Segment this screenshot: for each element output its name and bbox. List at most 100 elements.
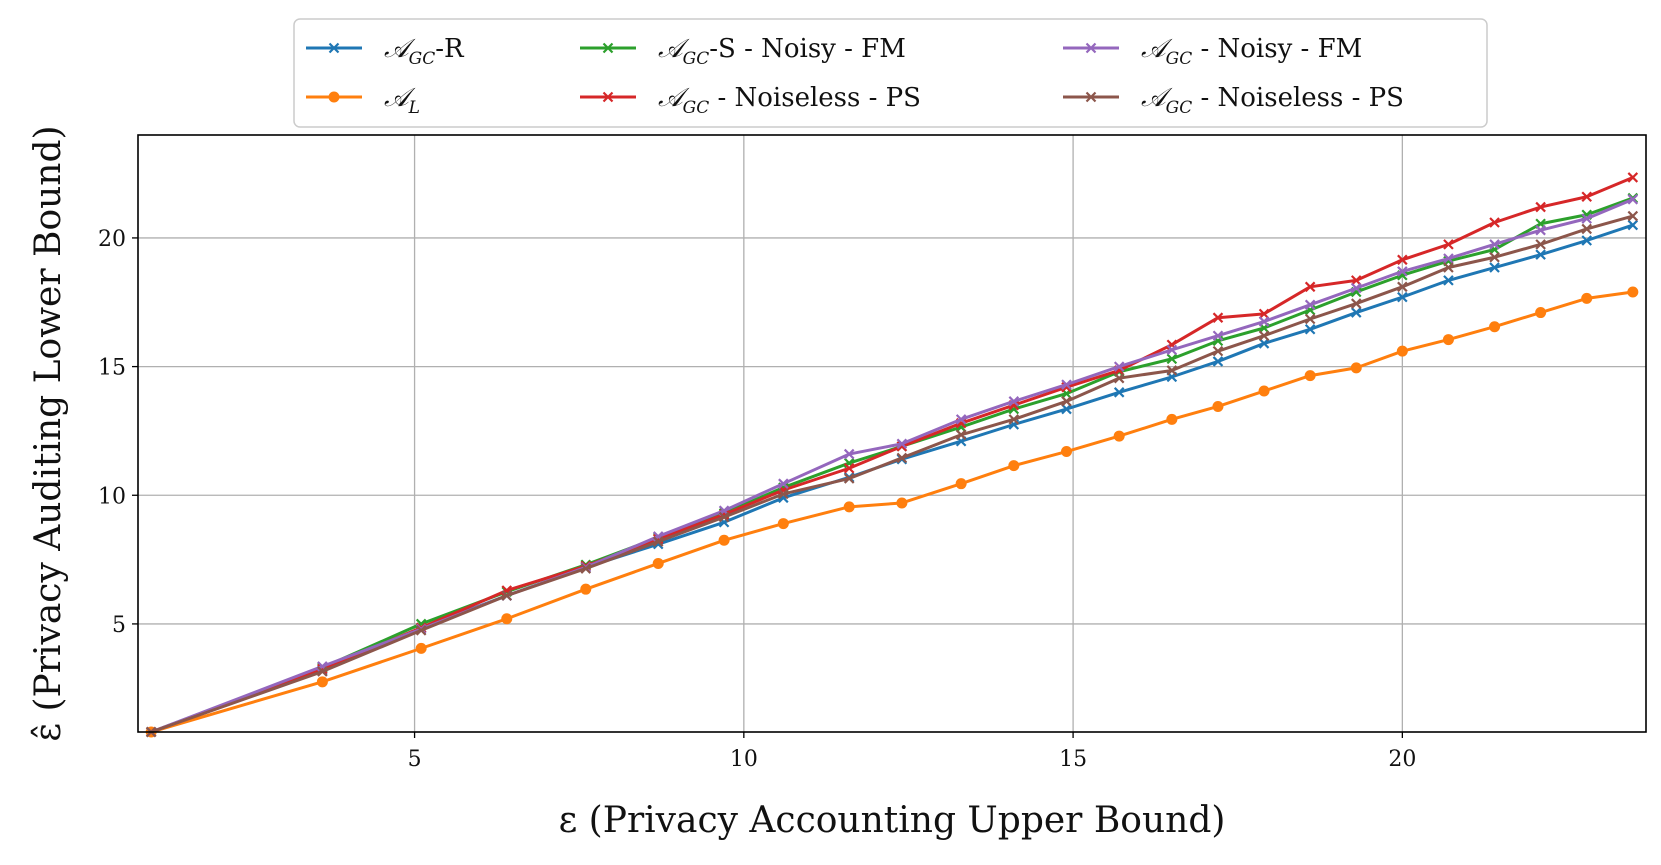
data-point	[1061, 446, 1073, 458]
data-point	[778, 488, 789, 500]
series-line	[150, 197, 1634, 734]
data-point	[1442, 334, 1454, 346]
legend-label: 𝒜GC - Noisy - FM	[1141, 34, 1362, 69]
data-point	[1581, 223, 1593, 235]
series-line	[150, 223, 1634, 734]
data-point	[843, 462, 855, 474]
data-point	[316, 676, 328, 688]
data-point	[1212, 400, 1224, 412]
data-point	[1166, 344, 1178, 356]
data-point	[415, 642, 427, 654]
series	[145, 219, 1639, 738]
legend-box	[293, 18, 1488, 128]
data-point	[501, 590, 513, 601]
grid-lines	[138, 135, 1646, 732]
data-point	[1350, 307, 1362, 318]
data-point	[1113, 430, 1125, 442]
data-point	[896, 438, 908, 450]
data-point	[778, 478, 789, 489]
data-point	[1008, 460, 1020, 472]
y-axis-title: ε̂ (Privacy Auditing Lower Bound)	[28, 125, 69, 741]
data-point	[1258, 385, 1270, 397]
data-point	[1113, 372, 1125, 384]
data-point	[1443, 239, 1454, 250]
data-point	[1489, 217, 1500, 228]
legend-label-rest: -R	[435, 34, 465, 64]
series-line	[150, 290, 1634, 734]
data-point	[1535, 224, 1546, 236]
legend-label-rest: -S - Noisy - FM	[709, 34, 906, 64]
data-point	[652, 557, 664, 569]
data-point	[1166, 365, 1178, 376]
data-point	[1350, 282, 1362, 294]
data-point	[1304, 324, 1316, 335]
data-point	[1258, 338, 1270, 349]
data-point	[1304, 313, 1316, 325]
legend-label-sub: GC	[409, 49, 436, 69]
data-point	[580, 563, 592, 574]
data-point	[1258, 308, 1270, 320]
data-point	[415, 625, 427, 636]
data-point	[1581, 213, 1593, 224]
data-point	[1258, 330, 1270, 341]
data-point	[1304, 299, 1316, 311]
data-point	[896, 497, 908, 509]
data-point	[955, 414, 967, 425]
data-point	[602, 42, 614, 54]
data-point	[955, 429, 967, 441]
x-tick-label: 5	[408, 747, 422, 772]
data-point	[602, 91, 614, 103]
data-point	[1350, 362, 1362, 374]
axis-ticks: 5 10 15 20 5 10 15 20	[98, 227, 1416, 772]
plot-frame	[137, 134, 1647, 733]
data-point	[1085, 42, 1097, 54]
data-point	[896, 452, 908, 464]
data-point	[1061, 403, 1072, 415]
data-point	[1397, 291, 1408, 303]
y-tick-label: 5	[112, 613, 126, 638]
x-tick-label: 15	[1059, 747, 1087, 772]
data-point	[1535, 249, 1546, 260]
data-point	[1627, 210, 1639, 222]
data-point	[580, 583, 592, 595]
legend-item: 𝒜GC-R	[306, 34, 465, 69]
data-point	[1212, 312, 1224, 323]
data-point	[1258, 316, 1270, 327]
legend-item: 𝒜GC - Noisy - FM	[1063, 34, 1362, 69]
legend-item: 𝒜L	[306, 83, 420, 118]
legend-label-sub: GC	[1166, 49, 1193, 69]
data-point	[1489, 239, 1500, 250]
data-point	[1535, 239, 1546, 250]
data-point	[1627, 194, 1639, 205]
series	[145, 192, 1639, 738]
series-layer	[145, 172, 1639, 738]
data-point	[1489, 321, 1501, 333]
x-tick-label: 20	[1388, 747, 1416, 772]
data-point	[1581, 292, 1593, 304]
data-point	[1061, 379, 1072, 390]
data-point	[1443, 262, 1454, 273]
y-tick-label: 20	[98, 227, 126, 252]
legend-label-sub: GC	[1166, 98, 1193, 118]
series	[145, 210, 1639, 738]
data-point	[317, 666, 328, 677]
data-point	[1489, 251, 1500, 263]
series	[145, 194, 1639, 738]
data-point	[328, 42, 340, 54]
legend-label-rest: - Noisy - FM	[1192, 34, 1362, 64]
legend-item: 𝒜GC - Noiseless - PS	[1063, 83, 1404, 118]
data-point	[501, 613, 513, 625]
data-point	[1061, 396, 1072, 407]
data-point	[1489, 262, 1500, 273]
legend-label-rest: - Noiseless - PS	[709, 83, 921, 113]
legend-item: 𝒜GC - Noiseless - PS	[580, 83, 921, 118]
data-point	[1008, 396, 1020, 407]
y-tick-label: 10	[98, 484, 126, 509]
data-point	[1166, 413, 1178, 425]
data-point	[1443, 253, 1454, 264]
y-tick-label: 15	[98, 356, 126, 381]
x-tick-label: 10	[730, 747, 758, 772]
legend-label-sub: GC	[683, 98, 710, 118]
legend: 𝒜GC-R 𝒜L 𝒜GC-S - Noisy - FM 𝒜GC - Noiseless…	[293, 18, 1488, 128]
